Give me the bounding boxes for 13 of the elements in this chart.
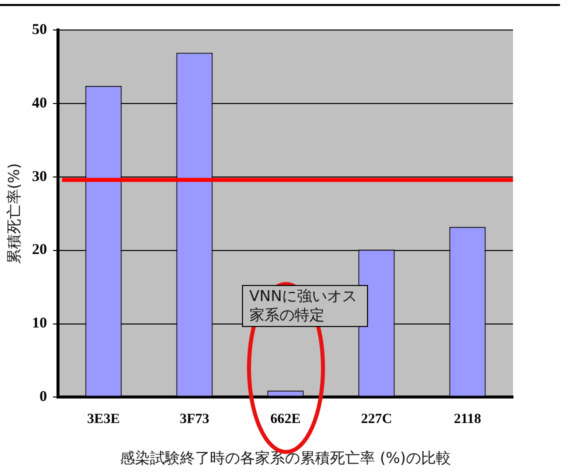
y-tick-label: 30 bbox=[32, 168, 47, 185]
x-tick-label: 3E3E bbox=[87, 412, 120, 428]
x-tick-label: 2118 bbox=[454, 412, 482, 428]
y-tick-label: 10 bbox=[32, 316, 47, 332]
x-tick-label: 227C bbox=[360, 412, 392, 428]
y-tick-label: 50 bbox=[32, 22, 47, 38]
y-tick-label: 0 bbox=[40, 389, 47, 406]
y-tick-label: 40 bbox=[32, 95, 47, 112]
x-tick-label: 3F73 bbox=[180, 412, 210, 428]
y-axis-title: 累積死亡率(%) bbox=[4, 163, 23, 264]
x-tick-label: 662E bbox=[270, 412, 301, 428]
y-tick-label: 20 bbox=[32, 242, 47, 258]
annotation: VNNに強いオス家系の特定 bbox=[242, 285, 368, 328]
